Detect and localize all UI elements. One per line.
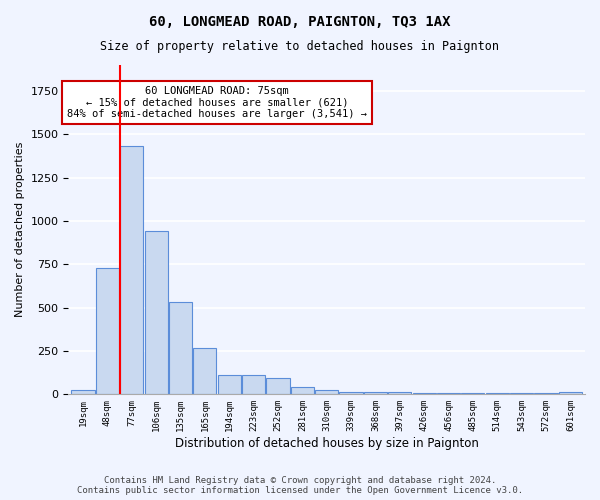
- Bar: [315, 390, 338, 394]
- Text: Size of property relative to detached houses in Paignton: Size of property relative to detached ho…: [101, 40, 499, 53]
- Bar: [218, 376, 241, 394]
- Bar: [193, 348, 217, 395]
- X-axis label: Distribution of detached houses by size in Paignton: Distribution of detached houses by size …: [175, 437, 479, 450]
- Bar: [559, 392, 582, 394]
- Bar: [169, 302, 192, 394]
- Bar: [145, 232, 168, 394]
- Text: 60, LONGMEAD ROAD, PAIGNTON, TQ3 1AX: 60, LONGMEAD ROAD, PAIGNTON, TQ3 1AX: [149, 15, 451, 29]
- Text: 60 LONGMEAD ROAD: 75sqm
← 15% of detached houses are smaller (621)
84% of semi-d: 60 LONGMEAD ROAD: 75sqm ← 15% of detache…: [67, 86, 367, 119]
- Bar: [96, 268, 119, 394]
- Bar: [486, 392, 509, 394]
- Bar: [291, 386, 314, 394]
- Bar: [71, 390, 95, 394]
- Bar: [266, 378, 290, 394]
- Y-axis label: Number of detached properties: Number of detached properties: [15, 142, 25, 318]
- Bar: [535, 392, 557, 394]
- Bar: [242, 376, 265, 394]
- Bar: [461, 392, 484, 394]
- Bar: [340, 392, 362, 394]
- Bar: [413, 392, 436, 394]
- Bar: [364, 392, 387, 394]
- Text: Contains HM Land Registry data © Crown copyright and database right 2024.
Contai: Contains HM Land Registry data © Crown c…: [77, 476, 523, 495]
- Bar: [510, 392, 533, 394]
- Bar: [437, 392, 460, 394]
- Bar: [120, 146, 143, 394]
- Bar: [388, 392, 412, 394]
